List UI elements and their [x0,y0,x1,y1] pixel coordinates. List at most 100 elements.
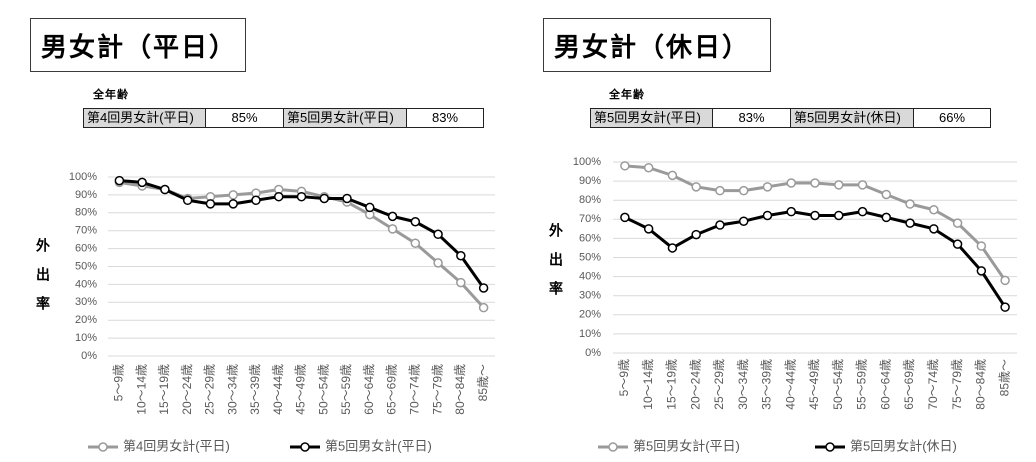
data-point [366,203,374,211]
data-point [389,212,397,220]
y-tick-label: 70% [75,225,97,237]
y-tick-label: 80% [75,207,97,219]
data-point [434,259,442,267]
summary-table-holiday: 第5回男女計(平日) 83% 第5回男女計(休日) 66% [590,108,991,128]
summary-value-cell: 83% [713,109,791,128]
data-point [716,187,724,195]
legend-item: 第5回男女計(平日) [598,438,740,453]
series-line [625,212,1005,308]
data-point [954,240,962,248]
y-tick-label: 100% [573,156,601,168]
chart-holiday: 0% 10% 20% 30% 40% 50% 60% 70% 80% 90% 100% 5～9歳 10～… [573,156,1017,454]
summary-row: 第5回男女計(平日) 83% 第5回男女計(休日) 66% [591,109,991,128]
table-caption: 全年齢 [93,88,129,102]
x-tick-label: 60～64歳 [878,359,892,410]
y-axis-label: 外出率 [549,223,563,310]
data-point [882,190,890,198]
legend-marker [826,443,834,451]
chart-title-box-weekday: 男女計（平日） [30,18,246,72]
data-point [716,221,724,229]
gridlines [613,162,1017,353]
data-point [480,284,488,292]
data-point [763,183,771,191]
data-point [252,196,260,204]
data-point [787,208,795,216]
data-point [882,213,890,221]
legend-label: 第4回男女計(平日) [123,438,230,453]
y-tick-label: 90% [75,189,97,201]
x-tick-label: 55～59歳 [855,359,869,410]
x-tick-label: 45～49歳 [294,364,308,415]
x-tick-label: 40～44歳 [271,364,285,415]
x-axis: 5～9歳 10～14歳 15～19歳 20～24歳 25～29歳 30～34歳 35～39歳… [112,364,490,415]
data-point [161,186,169,194]
x-tick-label: 5～9歳 [617,359,631,396]
data-point [906,219,914,227]
data-point [1001,276,1009,284]
series-1 [115,177,487,292]
data-point [692,231,700,239]
data-point [835,181,843,189]
x-tick-label: 40～44歳 [783,359,797,410]
y-tick-label: 0% [585,347,601,359]
data-point [229,200,237,208]
legend-item: 第5回男女計(平日) [290,438,432,453]
data-point [434,230,442,238]
summary-value-cell: 66% [914,109,991,128]
summary-row: 第4回男女計(平日) 85% 第5回男女計(平日) 83% [84,109,484,128]
series-0 [621,162,1009,285]
x-tick-label: 15～19歳 [665,359,679,410]
data-point [621,162,629,170]
data-point [906,200,914,208]
data-point [668,171,676,179]
chart-title: 男女計（休日） [554,27,750,64]
legend-label: 第5回男女計(平日) [633,438,740,453]
x-tick-label: 30～34歳 [225,364,239,415]
data-point [457,252,465,260]
legend-label: 第5回男女計(休日) [850,438,957,453]
summary-label-cell: 第5回男女計(休日) [791,109,914,128]
legend: 第4回男女計(平日) 第5回男女計(平日) [88,438,432,453]
y-tick-label: 20% [579,309,601,321]
data-point [668,244,676,252]
y-tick-label: 20% [75,314,97,326]
data-point [954,219,962,227]
data-point [811,179,819,187]
y-tick-label: 50% [75,260,97,272]
data-point [930,225,938,233]
x-tick-label: 75～79歳 [430,364,444,415]
chart-weekday: 0% 10% 20% 30% 40% 50% 60% 70% 80% 90% 100% 5～9歳 10～… [69,171,495,454]
x-tick-label: 75～79歳 [950,359,964,410]
data-point [320,194,328,202]
y-axis: 0%10%20%30%40%50%60%70%80%90%100% [573,156,601,359]
x-tick-label: 85歳～ [997,359,1011,396]
legend-item: 第5回男女計(休日) [815,438,957,453]
data-point [859,181,867,189]
legend-label: 第5回男女計(平日) [325,438,432,453]
x-tick-label: 50～54歳 [831,359,845,410]
data-point [977,267,985,275]
x-tick-label: 80～84歳 [453,364,467,415]
data-point [184,196,192,204]
x-tick-label: 10～14歳 [134,364,148,415]
y-tick-label: 50% [579,251,601,263]
x-axis: 5～9歳 10～14歳 15～19歳 20～24歳 25～29歳 30～34歳 35～39歳… [617,359,1011,410]
x-tick-label: 25～29歳 [712,359,726,410]
data-point [457,279,465,287]
x-tick-label: 85歳～ [476,364,490,401]
y-axis: 0%10%20%30%40%50%60%70%80%90%100% [69,171,97,362]
legend: 第5回男女計(平日) 第5回男女計(休日) [598,438,957,453]
data-point [835,211,843,219]
legend-item: 第4回男女計(平日) [88,438,230,453]
data-point [977,242,985,250]
y-tick-label: 40% [579,271,601,283]
table-caption: 全年齢 [609,88,645,102]
x-tick-label: 65～69歳 [385,364,399,415]
data-point [206,200,214,208]
x-tick-label: 60～64歳 [362,364,376,415]
x-tick-label: 50～54歳 [316,364,330,415]
x-tick-label: 10～14歳 [641,359,655,410]
data-point [115,177,123,185]
data-point [411,239,419,247]
data-point [763,211,771,219]
